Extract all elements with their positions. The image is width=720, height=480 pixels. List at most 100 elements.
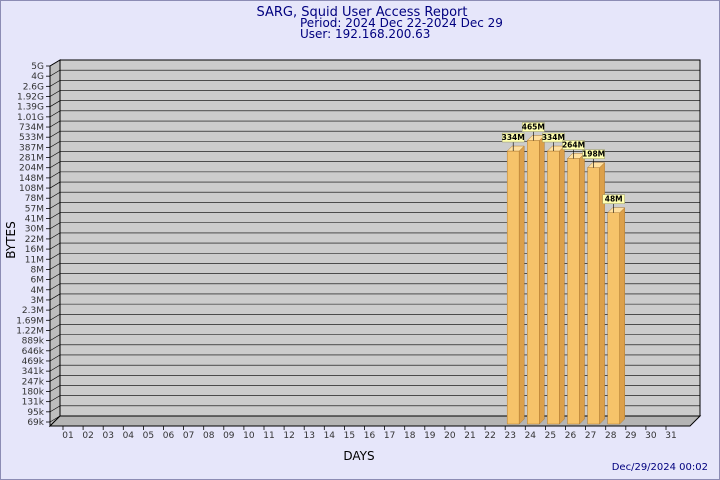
gridline-side (49, 364, 61, 372)
gridline-side (49, 252, 61, 260)
gridline-side (49, 171, 61, 179)
gridline-side (49, 415, 61, 423)
gridline-side (49, 59, 61, 67)
y-tick-label: 889k (22, 337, 45, 347)
y-tick-label: 180k (22, 387, 45, 397)
y-tick-label: 2.6G (23, 82, 44, 92)
x-tick-label: 01 (62, 431, 73, 441)
x-tick-label: 23 (504, 431, 515, 441)
y-tick-label: 5G (31, 62, 44, 72)
bar: 48M (602, 194, 626, 425)
x-tick-label: 07 (183, 431, 194, 441)
bar: 334M (542, 132, 566, 425)
gridline-side (49, 263, 61, 270)
report-timestamp: Dec/29/2024 00:02 (612, 462, 708, 473)
x-tick-label: 16 (364, 431, 376, 441)
gridline-side (49, 385, 61, 392)
gridline-side (49, 191, 61, 199)
gridline-side (49, 212, 61, 219)
y-tick-label: 16M (25, 245, 44, 255)
gridline-side (49, 120, 61, 128)
gridline-side (49, 90, 61, 97)
y-tick-label: 341k (22, 367, 45, 377)
gridline-side (49, 69, 61, 77)
gridline-side (49, 283, 61, 291)
gridline-side (49, 151, 61, 158)
value-label: 334M (502, 133, 525, 142)
bar-top (607, 207, 626, 213)
bar-front (587, 167, 600, 425)
y-tick-label: 131k (22, 398, 45, 408)
gridline-side (49, 314, 61, 321)
y-tick-label: 2.3M (22, 306, 44, 316)
y-tick-label: 4M (31, 286, 45, 296)
value-label-box (542, 132, 565, 143)
bar-front (567, 158, 580, 425)
gridline-side (49, 181, 61, 189)
bar: 264M (562, 140, 586, 425)
value-label: 334M (542, 133, 565, 142)
y-tick-label: 6M (31, 276, 45, 286)
y-tick-label: 3M (31, 296, 45, 306)
x-tick-label: 31 (665, 431, 676, 441)
y-tick-label: 734M (19, 123, 44, 133)
x-tick-label: 12 (283, 431, 294, 441)
x-tick-label: 14 (324, 431, 336, 441)
gridline-side (49, 303, 61, 311)
y-tick-label: 247k (22, 377, 45, 387)
y-tick-label: 11M (25, 255, 44, 265)
bar-side (559, 145, 565, 425)
y-axis-ticks: 69k95k131k180k247k341k469k646k889k1.22M1… (16, 62, 50, 428)
y-tick-label: 57M (25, 204, 44, 214)
y-tick-label: 22M (25, 235, 44, 245)
x-tick-label: 10 (243, 431, 255, 441)
gridline-side (49, 222, 61, 230)
x-tick-label: 25 (545, 431, 556, 441)
bar-side (619, 207, 625, 425)
x-tick-label: 18 (404, 431, 416, 441)
x-tick-label: 13 (303, 431, 314, 441)
x-axis-label: DAYS (343, 449, 374, 463)
value-label: 465M (522, 123, 545, 132)
value-label: 198M (582, 150, 605, 159)
x-tick-label: 29 (625, 431, 637, 441)
gridline-side (49, 293, 61, 301)
bar-top (586, 162, 606, 168)
gridline-side (49, 161, 61, 168)
x-tick-label: 22 (484, 431, 495, 441)
bar-front (607, 212, 620, 425)
y-tick-label: 69k (27, 418, 44, 428)
y-tick-label: 281M (19, 154, 44, 164)
bar-side (518, 145, 525, 425)
x-tick-label: 21 (464, 431, 475, 441)
y-tick-label: 95k (27, 408, 44, 418)
x-tick-label: 28 (605, 431, 617, 441)
bar-front (527, 140, 540, 425)
x-tick-label: 02 (82, 431, 93, 441)
y-tick-label: 1.01G (17, 113, 44, 123)
gridline-side (49, 344, 61, 352)
x-tick-label: 15 (344, 431, 355, 441)
y-tick-label: 1.39G (17, 103, 44, 113)
y-tick-label: 4G (31, 72, 44, 82)
value-label-box (582, 149, 605, 159)
value-label-box (522, 122, 545, 132)
gridline-side (49, 110, 61, 118)
y-tick-label: 1.69M (16, 316, 44, 326)
chart-title: SARG, Squid User Access Report (257, 5, 468, 20)
gridline-side (49, 202, 61, 209)
y-tick-label: 30M (25, 225, 44, 235)
bar-side (539, 134, 545, 425)
x-tick-label: 05 (143, 431, 154, 441)
x-tick-label: 20 (444, 431, 456, 441)
y-tick-label: 533M (19, 133, 44, 143)
value-label-box (602, 194, 625, 204)
gridline-side (49, 100, 61, 107)
y-tick-label: 646k (22, 347, 45, 357)
gridline-side (49, 242, 61, 250)
value-label: 48M (605, 195, 623, 204)
bar-side (579, 152, 585, 425)
x-tick-label: 19 (424, 431, 436, 441)
y-tick-label: 1.22M (16, 326, 44, 336)
